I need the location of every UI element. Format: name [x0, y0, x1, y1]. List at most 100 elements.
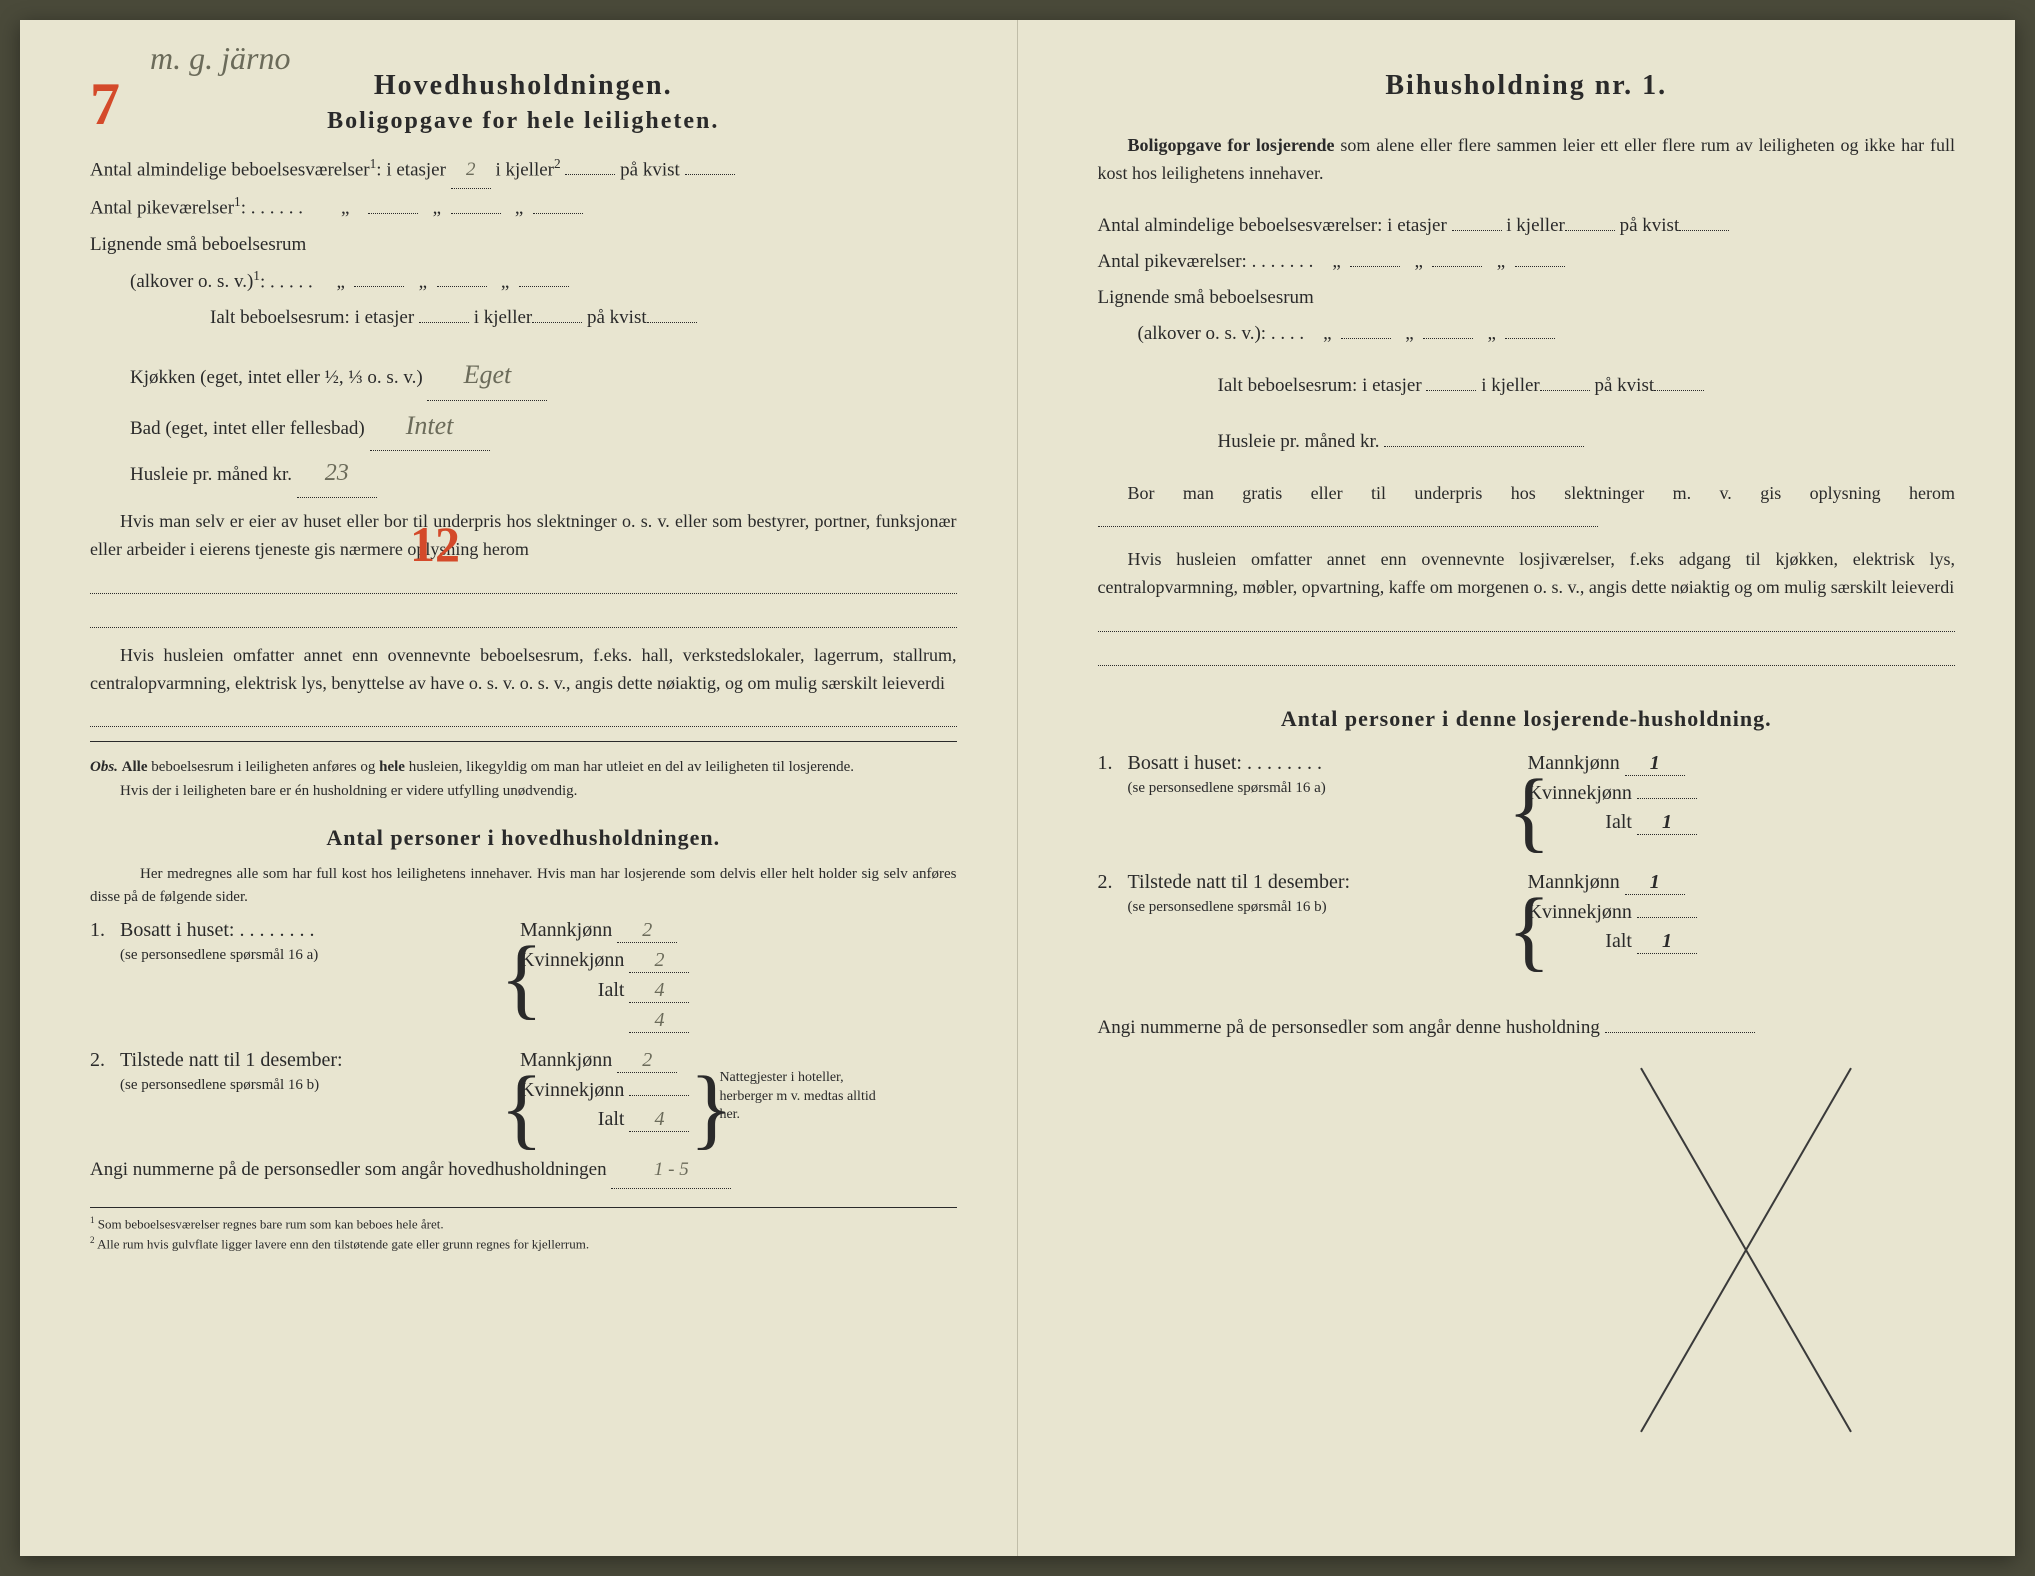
- rq1-kvinne-value: [1637, 798, 1697, 799]
- r-question-2: 2. Tilstede natt til 1 desember: (se per…: [1098, 871, 1956, 960]
- r-husleie-label: Husleie pr. måned kr.: [1218, 431, 1380, 452]
- r-ialt-line: Ialt beboelsesrum: i etasjer i kjeller p…: [1218, 368, 1956, 404]
- etasjer-value: 2: [451, 152, 491, 189]
- rq1-ialt-value: 1: [1637, 811, 1697, 835]
- rq1-sub: (se personsedlene spørsmål 16 a): [1128, 780, 1326, 796]
- husleie-line: Husleie pr. måned kr. 23: [130, 451, 957, 498]
- obs-label: Obs.: [90, 759, 118, 775]
- rq2-number: 2.: [1098, 871, 1128, 894]
- divider-1: [90, 741, 957, 742]
- brace-icon: {: [500, 947, 520, 1010]
- brace-icon: {: [500, 1077, 520, 1140]
- q2-note: Nattegjester i hoteller, herberger m v. …: [719, 1069, 889, 1124]
- angi-label: Angi nummerne på de personsedler som ang…: [90, 1159, 607, 1180]
- r-ialt-label-2: Ialt: [1605, 930, 1632, 952]
- bad-label: Bad (eget, intet eller fellesbad): [130, 418, 365, 439]
- right-title: Bihusholdning nr. 1.: [1098, 70, 1956, 102]
- left-page: 7 m. g. järno 12 Hovedhusholdningen. Bol…: [20, 20, 1018, 1556]
- para-eier: Hvis man selv er eier av huset eller bor…: [90, 508, 957, 564]
- section-persons-intro: Her medregnes alle som har full kost hos…: [90, 863, 957, 910]
- rq1-number: 1.: [1098, 752, 1128, 775]
- rq2-kvinne-value: [1637, 917, 1697, 918]
- r-para-gratis: Bor man gratis eller til underpris hos s…: [1098, 480, 1956, 536]
- q2-ialt-value: 4: [629, 1108, 689, 1132]
- r-ialt-label: Ialt: [1605, 811, 1632, 833]
- brace-icon: {: [1508, 899, 1528, 962]
- rq2-sub: (se personsedlene spørsmål 16 b): [1128, 899, 1327, 915]
- husleie-value: 23: [297, 451, 377, 498]
- r-pike-line: Antal pikeværelser: . . . . . . . „ „ „: [1098, 244, 1956, 280]
- kjokken-label: Kjøkken (eget, intet eller ½, ⅓ o. s. v.…: [130, 367, 423, 388]
- r-angi-label: Angi nummerne på de personsedler som ang…: [1098, 1017, 1600, 1038]
- question-2: 2. Tilstede natt til 1 desember: (se per…: [90, 1049, 957, 1138]
- brace-right-icon: }: [689, 1077, 709, 1140]
- alkover-label-1: Lignende små beboelsesrum: [90, 234, 306, 255]
- document-spread: 7 m. g. järno 12 Hovedhusholdningen. Bol…: [20, 20, 2015, 1556]
- kjeller-value: [565, 174, 615, 175]
- q1-ialt-value: 4: [629, 979, 689, 1003]
- r-alkover-2: (alkover o. s. v.): . . . .: [1138, 323, 1305, 344]
- r-section-persons-title: Antal personer i denne losjerende-hushol…: [1098, 706, 1956, 732]
- brace-icon: {: [1508, 780, 1528, 843]
- fn1-text: Som beboelsesværelser regnes bare rum so…: [98, 1217, 444, 1232]
- blank-line-2: [90, 608, 957, 628]
- rq2-ialt-value: 1: [1637, 930, 1697, 954]
- blank-line-1: [90, 574, 957, 594]
- r-kvist-label: på kvist: [1620, 215, 1680, 236]
- fn2-text: Alle rum hvis gulvflate ligger lavere en…: [97, 1236, 589, 1251]
- r-rooms-label: Antal almindelige beboelsesværelser: i e…: [1098, 215, 1447, 236]
- kvist-value: [685, 174, 735, 175]
- r-alkover-1: Lignende små beboelsesrum: [1098, 287, 1314, 308]
- q1-number: 1.: [90, 919, 120, 942]
- ialt-label: Ialt beboelsesrum: i etasjer: [210, 307, 414, 328]
- right-intro: Boligopgave for losjerende som alene ell…: [1098, 132, 1956, 188]
- obs-text-1: Alle beboelsesrum i leiligheten anføres …: [122, 759, 854, 775]
- r-question-1: 1. Bosatt i huset: . . . . . . . . (se p…: [1098, 752, 1956, 841]
- pike-line: Antal pikeværelser1: . . . . . . „ „ „: [90, 189, 957, 226]
- r-gratis-text: Bor man gratis eller til underpris hos s…: [1128, 483, 1956, 503]
- q1-ialt2-value: 4: [629, 1009, 689, 1033]
- etasjer-label: : i etasjer: [376, 159, 446, 180]
- r-alkover-line: Lignende små beboelsesrum (alkover o. s.…: [1098, 280, 1956, 352]
- q1-sub: (se personsedlene spørsmål 16 a): [120, 947, 318, 963]
- cross-out-mark: [1595, 1040, 1895, 1460]
- alkover-line: Lignende små beboelsesrum (alkover o. s.…: [90, 227, 957, 301]
- ialt-label-2: Ialt: [598, 1108, 625, 1130]
- r-angi-line: Angi nummerne på de personsedler som ang…: [1098, 1010, 1956, 1046]
- alkover-label-2: (alkover o. s. v.): [130, 271, 253, 292]
- r-ialt-label: Ialt beboelsesrum: i etasjer: [1218, 375, 1422, 396]
- q2-number: 2.: [90, 1049, 120, 1072]
- r-rooms-line: Antal almindelige beboelsesværelser: i e…: [1098, 208, 1956, 244]
- q2-kvinne-value: [629, 1095, 689, 1096]
- r-pike-label: Antal pikeværelser: . . . . . . .: [1098, 251, 1314, 272]
- rq2-mann-value: 1: [1625, 871, 1685, 895]
- footnotes: 1 Som beboelsesværelser regnes bare rum …: [90, 1207, 957, 1253]
- bad-value: Intet: [370, 401, 490, 451]
- kjokken-line: Kjøkken (eget, intet eller ½, ⅓ o. s. v.…: [130, 350, 957, 400]
- kjeller-label: i kjeller: [495, 159, 554, 180]
- rooms-line: Antal almindelige beboelsesværelser1: i …: [90, 151, 957, 189]
- fn2-num: 2: [90, 1235, 95, 1245]
- fn1-num: 1: [90, 1215, 95, 1225]
- q2-text: Tilstede natt til 1 desember:: [120, 1049, 343, 1071]
- r-kjeller-label: i kjeller: [1506, 215, 1565, 236]
- obs-para: Obs. Alle beboelsesrum i leiligheten anf…: [90, 756, 957, 803]
- blank-line-3: [90, 707, 957, 727]
- question-1: 1. Bosatt i huset: . . . . . . . . (se p…: [90, 919, 957, 1039]
- r-blank-2: [1098, 646, 1956, 666]
- annotation-12: 12: [410, 515, 460, 573]
- r-husleie-line: Husleie pr. måned kr.: [1218, 424, 1956, 460]
- annotation-7: 7: [90, 70, 120, 139]
- section-persons-title: Antal personer i hovedhusholdningen.: [90, 825, 957, 851]
- r-blank-1: [1098, 612, 1956, 632]
- q2-mann-value: 2: [617, 1049, 677, 1073]
- kjokken-value: Eget: [427, 350, 547, 400]
- q1-mann-value: 2: [617, 919, 677, 943]
- bad-line: Bad (eget, intet eller fellesbad) Intet: [130, 401, 957, 451]
- subtitle: Boligopgave for hele leiligheten.: [90, 108, 957, 135]
- kvist-label: på kvist: [620, 159, 680, 180]
- para-husleie: Hvis husleien omfatter annet enn ovennev…: [90, 642, 957, 698]
- q1-text: Bosatt i huset: . . . . . . . .: [120, 919, 314, 941]
- annotation-top: m. g. järno: [150, 40, 290, 77]
- pike-label: Antal pikeværelser: [90, 198, 234, 219]
